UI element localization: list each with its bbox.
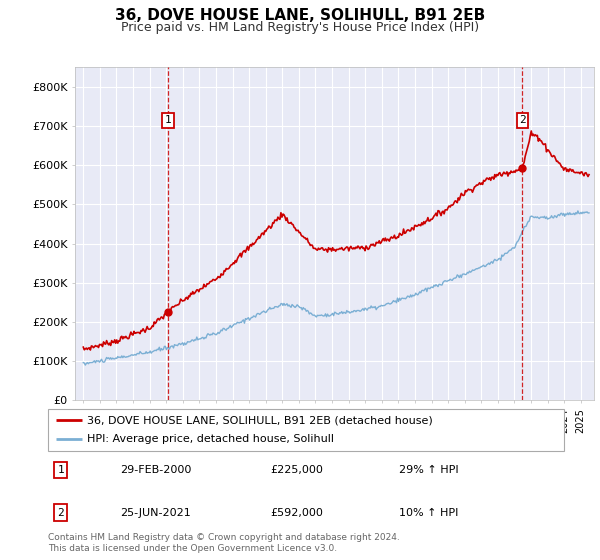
Text: 2: 2	[519, 115, 526, 125]
Text: 36, DOVE HOUSE LANE, SOLIHULL, B91 2EB: 36, DOVE HOUSE LANE, SOLIHULL, B91 2EB	[115, 8, 485, 24]
Text: 29% ↑ HPI: 29% ↑ HPI	[399, 465, 458, 475]
Text: 1: 1	[165, 115, 172, 125]
Text: 25-JUN-2021: 25-JUN-2021	[120, 507, 191, 517]
Text: 29-FEB-2000: 29-FEB-2000	[120, 465, 191, 475]
Text: £225,000: £225,000	[270, 465, 323, 475]
Text: 10% ↑ HPI: 10% ↑ HPI	[399, 507, 458, 517]
Text: 36, DOVE HOUSE LANE, SOLIHULL, B91 2EB (detached house): 36, DOVE HOUSE LANE, SOLIHULL, B91 2EB (…	[86, 415, 433, 425]
FancyBboxPatch shape	[48, 409, 564, 451]
Text: £592,000: £592,000	[270, 507, 323, 517]
Text: 1: 1	[58, 465, 64, 475]
Text: Contains HM Land Registry data © Crown copyright and database right 2024.
This d: Contains HM Land Registry data © Crown c…	[48, 533, 400, 553]
Text: Price paid vs. HM Land Registry's House Price Index (HPI): Price paid vs. HM Land Registry's House …	[121, 21, 479, 34]
Text: 2: 2	[58, 507, 64, 517]
Text: HPI: Average price, detached house, Solihull: HPI: Average price, detached house, Soli…	[86, 435, 334, 445]
